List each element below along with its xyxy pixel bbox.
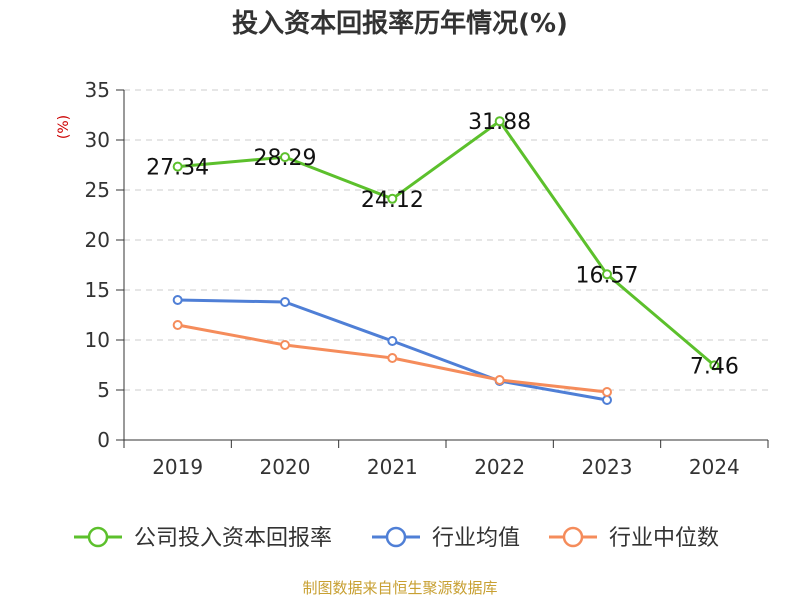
data-label: 28.29 — [254, 146, 317, 171]
data-point — [280, 152, 290, 163]
y-tick-label: 35 — [85, 78, 110, 102]
axes — [116, 89, 769, 448]
x-tick-label: 2020 — [260, 455, 311, 479]
x-tick-label: 2022 — [474, 455, 525, 479]
source-note: 制图数据来自恒生聚源数据库 — [302, 579, 497, 597]
x-tick-label: 2021 — [367, 455, 418, 479]
data-point — [709, 360, 720, 371]
data-point — [602, 269, 612, 280]
data-point — [494, 375, 505, 385]
x-tick-label: 2024 — [689, 455, 740, 479]
data-label: 24.12 — [361, 188, 424, 213]
data-label: 7.46 — [690, 354, 739, 379]
y-axis-ticks: 0 5 10 15 20 25 30 35 — [85, 78, 110, 452]
data-point — [172, 161, 183, 172]
legend-marker — [87, 526, 109, 548]
x-tick-label: 2019 — [152, 455, 203, 479]
y-tick-label: 10 — [85, 328, 110, 352]
data-label: 16.57 — [576, 263, 639, 288]
data-point — [387, 353, 398, 363]
legend-label: 行业中位数 — [609, 526, 719, 551]
y-tick-label: 0 — [97, 428, 110, 452]
data-point — [602, 387, 612, 397]
chart-title: 投入资本回报率历年情况(%) — [232, 8, 568, 39]
series-layer — [172, 116, 720, 405]
y-tick-label: 5 — [97, 378, 110, 402]
legend-marker — [562, 526, 584, 548]
y-axis-unit-label: (%) — [56, 115, 72, 139]
data-point — [172, 295, 183, 305]
data-label: 27.34 — [146, 156, 209, 181]
data-point — [280, 297, 290, 307]
y-tick-label: 25 — [85, 178, 110, 202]
data-label: 31.88 — [468, 110, 531, 135]
data-point — [494, 116, 505, 127]
legend-marker — [385, 526, 407, 548]
grid-lines — [124, 89, 768, 391]
y-tick-label: 30 — [85, 128, 110, 152]
series-line — [177, 119, 716, 367]
legend-label: 行业均值 — [432, 526, 520, 551]
legend-label: 公司投入资本回报率 — [134, 526, 332, 551]
x-axis-ticks: 2019 2020 2021 2022 2023 2024 — [152, 455, 740, 479]
y-tick-label: 15 — [85, 278, 110, 302]
y-tick-label: 20 — [85, 228, 110, 252]
data-point — [172, 320, 183, 330]
data-labels: 27.34 28.29 24.12 31.88 16.57 7.46 — [146, 110, 739, 379]
x-tick-label: 2023 — [582, 455, 633, 479]
legend: 公司投入资本回报率 行业均值 行业中位数 — [74, 526, 719, 551]
data-point — [280, 340, 290, 350]
data-point — [387, 336, 398, 346]
data-point — [387, 193, 398, 204]
data-point — [602, 395, 612, 405]
